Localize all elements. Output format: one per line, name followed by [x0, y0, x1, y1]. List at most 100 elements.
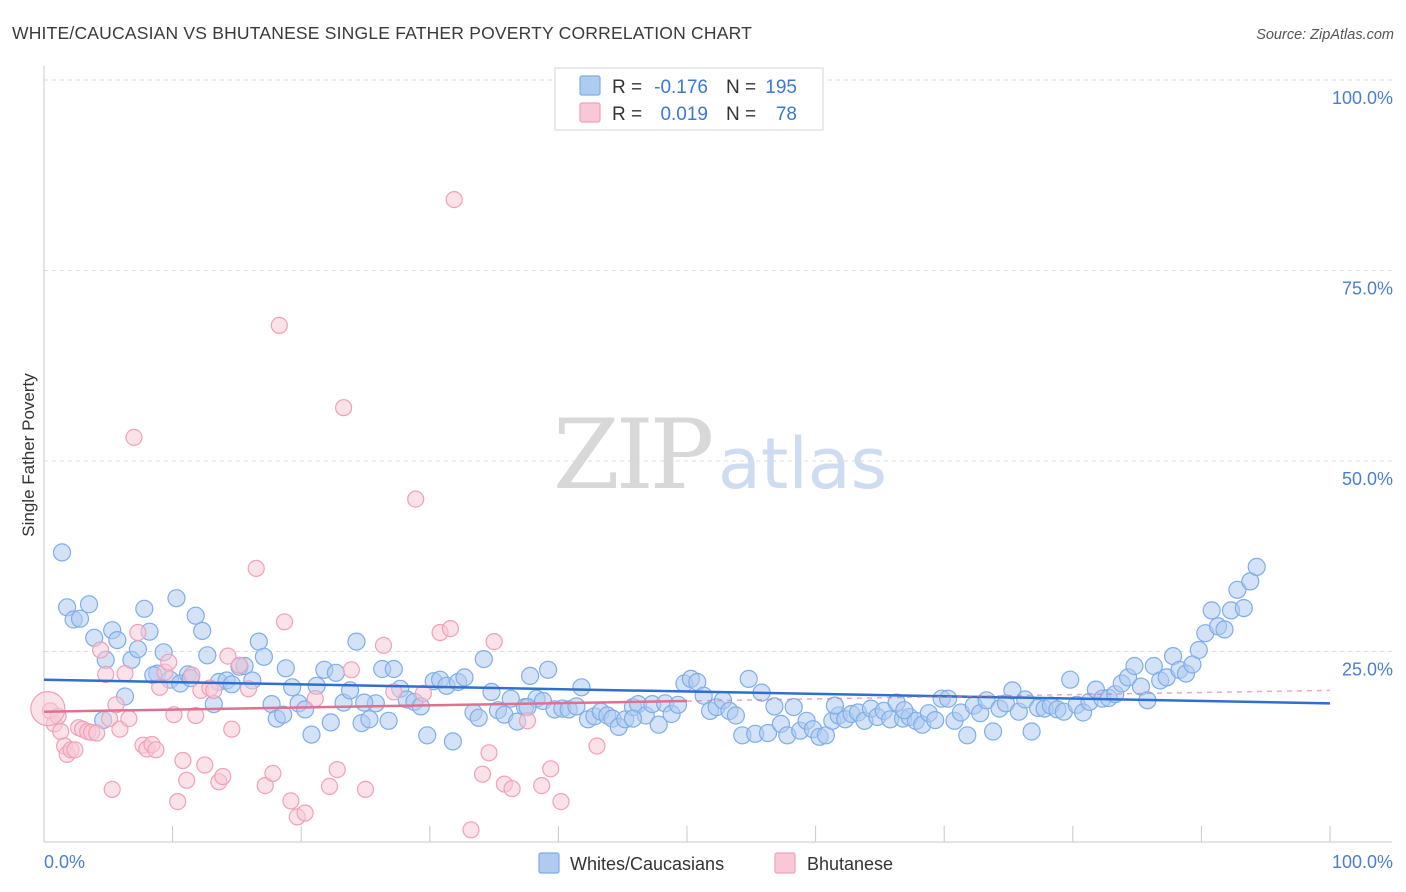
point-bhutanese-61	[385, 683, 403, 701]
point-bhutanese-77	[588, 737, 606, 755]
bottom-legend-label-bhutanese: Bhutanese	[807, 854, 893, 874]
point-bhutanese-48	[264, 764, 282, 783]
point-bhutanese-26	[147, 741, 165, 759]
watermark-atlas: atlas	[718, 423, 887, 505]
point-bhutanese-59	[356, 780, 375, 799]
point-whites-12	[128, 640, 147, 659]
legend-r-label-1: R =	[612, 77, 642, 98]
point-whites-36	[283, 678, 302, 697]
watermark-zip: ZIP	[553, 399, 712, 511]
point-whites-190	[274, 705, 293, 724]
point-bhutanese-53	[296, 804, 314, 822]
gridlines	[44, 79, 1392, 652]
point-whites-73	[520, 666, 540, 686]
point-bhutanese-47	[256, 776, 274, 795]
watermark: ZIP atlas	[553, 399, 887, 511]
point-whites-141	[958, 726, 977, 745]
point-whites-183	[1228, 580, 1247, 599]
point-whites-184	[1234, 598, 1253, 618]
point-whites-23	[198, 646, 217, 665]
point-whites-48	[360, 710, 379, 729]
point-whites-13	[135, 599, 154, 618]
y-tick-label-25: 25.0%	[1342, 660, 1393, 680]
point-whites-51	[379, 711, 398, 730]
x-tick-label-min: 0.0%	[44, 852, 85, 872]
point-whites-193	[825, 696, 845, 715]
legend-n-label-2: N =	[726, 104, 756, 125]
point-bhutanese-27	[151, 678, 169, 696]
point-whites-52	[384, 659, 403, 679]
point-whites-96	[668, 695, 688, 714]
point-whites-151	[1022, 722, 1041, 741]
point-whites-105	[726, 706, 746, 725]
point-bhutanese-12	[88, 724, 106, 742]
point-whites-57	[418, 726, 437, 745]
point-bhutanese-32	[174, 751, 192, 770]
series-whites-points	[52, 543, 1266, 751]
point-whites-21	[186, 606, 205, 625]
point-whites-43	[326, 663, 345, 682]
legend-n-label-1: N =	[726, 77, 756, 98]
point-whites-9	[108, 630, 127, 650]
point-whites-81	[572, 678, 591, 697]
point-bhutanese-76	[552, 792, 570, 811]
point-whites-114	[784, 697, 803, 717]
y-tick-label-100: 100.0%	[1332, 88, 1393, 108]
point-bhutanese-51	[282, 792, 300, 810]
point-whites-76	[538, 660, 558, 679]
point-bhutanese-22	[129, 623, 147, 642]
point-bhutanese-69	[480, 744, 498, 762]
point-bhutanese-57	[335, 399, 353, 417]
point-whites-136	[926, 710, 945, 730]
point-whites-194	[895, 701, 914, 720]
point-bhutanese-35	[187, 706, 205, 725]
bottom-legend-label-whites: Whites/Caucasians	[570, 854, 724, 874]
point-bhutanese-37	[196, 756, 214, 774]
point-bhutanese-74	[533, 776, 551, 795]
point-bhutanese-21	[125, 428, 143, 446]
point-whites-107	[739, 669, 758, 689]
point-bhutanese-7	[66, 741, 84, 759]
point-whites-0	[52, 543, 72, 562]
point-whites-4	[79, 595, 99, 614]
point-whites-138	[938, 689, 958, 708]
point-bhutanese-65	[441, 619, 459, 638]
point-bhutanese-63	[414, 684, 432, 703]
trend-line-whites	[43, 678, 1331, 705]
point-bhutanese-31	[169, 792, 187, 811]
point-whites-181	[1215, 620, 1234, 639]
point-bhutanese-58	[342, 661, 360, 679]
point-bhutanese-72	[503, 780, 521, 798]
point-bhutanese-39	[205, 681, 223, 700]
point-whites-167	[1125, 656, 1144, 676]
point-bhutanese-41	[214, 767, 232, 786]
point-whites-63	[455, 668, 474, 687]
point-bhutanese-62	[407, 490, 425, 508]
trend-line-bhutanese-extension	[686, 689, 1331, 702]
point-bhutanese-50	[275, 613, 294, 631]
point-bhutanese-67	[462, 821, 480, 839]
point-whites-189	[355, 693, 374, 712]
legend: R = -0.176 N = 195 R = 0.019 N = 78	[554, 67, 824, 131]
legend-swatch-whites	[579, 75, 601, 96]
point-whites-46	[347, 632, 366, 651]
point-whites-111	[765, 697, 784, 716]
legend-r-value-2: 0.019	[660, 104, 708, 125]
point-bhutanese-19	[116, 664, 134, 683]
point-bhutanese-73	[518, 712, 537, 730]
bottom-legend-swatch-bhutanese	[774, 852, 796, 874]
chart-title: WHITE/CAUCASIAN VS BHUTANESE SINGLE FATH…	[12, 23, 752, 43]
point-bhutanese-33	[178, 771, 196, 789]
point-whites-177	[1189, 640, 1208, 660]
point-whites-145	[983, 722, 1003, 741]
point-bhutanese-16	[103, 780, 121, 799]
point-whites-35	[276, 659, 295, 678]
point-whites-67	[482, 682, 501, 702]
point-bhutanese-43	[223, 720, 241, 738]
point-bhutanese-56	[328, 760, 346, 779]
point-bhutanese-20	[120, 709, 138, 728]
point-whites-39	[302, 725, 321, 744]
point-whites-31	[249, 632, 268, 651]
y-axis-tick-labels: 25.0% 50.0% 75.0% 100.0%	[1332, 88, 1393, 680]
point-whites-38	[296, 700, 315, 719]
